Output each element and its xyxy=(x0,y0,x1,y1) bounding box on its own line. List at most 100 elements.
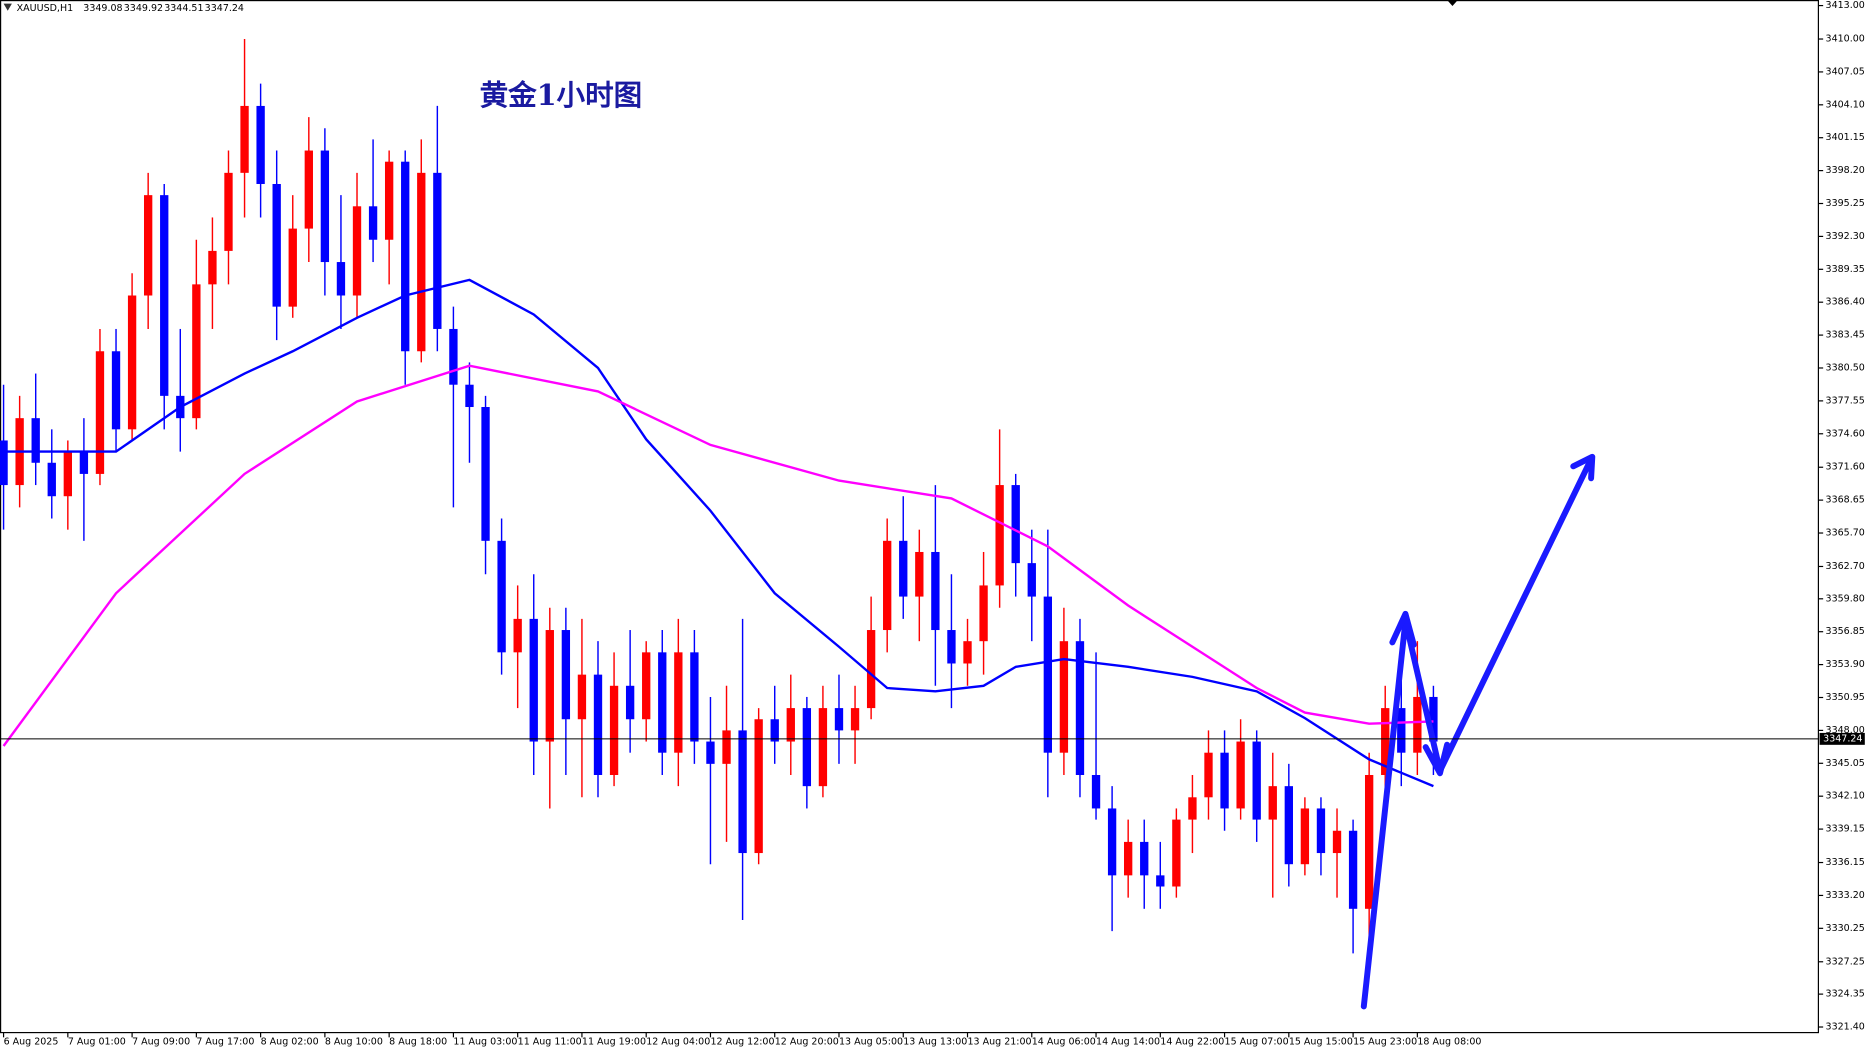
candle-body xyxy=(1429,696,1438,742)
candle-body xyxy=(417,172,426,352)
x-tick-label: 13 Aug 05:00 xyxy=(839,1037,903,1048)
chart-title: 黄金1小时图 xyxy=(480,78,643,112)
y-tick-label: 3380.50 xyxy=(1826,362,1865,373)
candle-body xyxy=(1284,786,1293,865)
candle-body xyxy=(1140,841,1149,876)
x-tick-label: 15 Aug 23:00 xyxy=(1353,1037,1417,1048)
candle-body xyxy=(368,206,378,240)
x-tick-label: 15 Aug 07:00 xyxy=(1225,1037,1289,1048)
y-tick-label: 3321.40 xyxy=(1826,1022,1865,1033)
x-tick-label: 12 Aug 20:00 xyxy=(775,1037,839,1048)
symbol: XAUUSD,H1 xyxy=(17,3,73,14)
candle-body xyxy=(947,630,956,664)
candle-body xyxy=(481,407,490,541)
y-tick-label: 3353.90 xyxy=(1826,659,1865,670)
candle-body xyxy=(1300,808,1310,865)
shift-marker xyxy=(1447,0,1458,6)
candle-body xyxy=(127,295,137,430)
candle-body xyxy=(545,630,554,742)
x-tick-label: 12 Aug 04:00 xyxy=(646,1037,710,1048)
candle-body xyxy=(1332,830,1342,854)
candle-body xyxy=(0,440,8,486)
candle-body xyxy=(1236,741,1245,809)
candle-body xyxy=(1107,808,1117,876)
y-tick-label: 3383.45 xyxy=(1826,330,1865,341)
candle-body xyxy=(1059,641,1069,753)
candle-body xyxy=(577,674,587,720)
symbol-icon xyxy=(3,3,12,11)
candle-body xyxy=(192,284,201,419)
candle-body xyxy=(561,630,571,720)
candle-body xyxy=(1124,841,1133,876)
candle-body xyxy=(866,630,876,709)
candle-body xyxy=(31,418,40,463)
candle-body xyxy=(883,540,892,631)
candle-body xyxy=(931,551,940,631)
candle-body xyxy=(1043,596,1053,753)
candle-body xyxy=(1011,485,1020,564)
y-tick-label: 3327.25 xyxy=(1826,956,1865,967)
candle-body xyxy=(1316,808,1326,854)
candle-body xyxy=(738,730,747,854)
y-tick-label: 3392.30 xyxy=(1826,231,1865,242)
candle-body xyxy=(513,618,522,653)
x-tick-label: 14 Aug 06:00 xyxy=(1032,1037,1096,1048)
x-tick-label: 14 Aug 14:00 xyxy=(1096,1037,1160,1048)
x-tick-label: 12 Aug 12:00 xyxy=(710,1037,774,1048)
x-tick-label: 14 Aug 22:00 xyxy=(1160,1037,1224,1048)
y-tick-label: 3324.35 xyxy=(1826,989,1865,1000)
candle-body xyxy=(208,250,217,285)
x-tick-label: 8 Aug 02:00 xyxy=(261,1037,319,1048)
candle-body xyxy=(336,262,346,296)
y-tick-label: 3339.15 xyxy=(1826,824,1865,835)
y-tick-label: 3404.10 xyxy=(1826,99,1865,110)
y-tick-label: 3374.60 xyxy=(1826,428,1865,439)
candle-body xyxy=(433,172,442,329)
y-tick-label: 3356.85 xyxy=(1826,626,1865,637)
candle-body xyxy=(224,172,233,251)
candle-body xyxy=(754,719,763,854)
y-tick-label: 3386.40 xyxy=(1826,297,1865,308)
plot-marks xyxy=(0,39,1438,965)
y-tick-label: 3345.05 xyxy=(1826,758,1865,769)
y-tick-label: 3359.80 xyxy=(1826,593,1865,604)
candle-body xyxy=(63,451,72,497)
candle-body xyxy=(143,195,153,296)
candle-body xyxy=(1220,752,1229,809)
candle-body xyxy=(497,540,506,653)
candle-body xyxy=(802,708,812,787)
candle-body xyxy=(465,384,474,408)
candle-body xyxy=(1091,774,1101,809)
y-tick-label: 3395.25 xyxy=(1826,198,1865,209)
y-tick-label: 3398.20 xyxy=(1826,165,1865,176)
candle-body xyxy=(1172,819,1181,887)
candle-body xyxy=(384,161,394,240)
arrowhead xyxy=(1389,610,1417,648)
candle-body xyxy=(160,195,169,396)
x-tick-label: 6 Aug 2025 xyxy=(4,1037,59,1048)
candle-body xyxy=(915,551,924,597)
candle-body xyxy=(1156,875,1165,887)
y-tick-label: 3371.60 xyxy=(1826,462,1865,473)
x-tick-label: 11 Aug 03:00 xyxy=(453,1037,517,1048)
candle-body xyxy=(256,105,265,184)
y-tick-label: 3365.70 xyxy=(1826,528,1865,539)
y-tick-label: 3410.00 xyxy=(1826,34,1865,45)
candle-body xyxy=(320,150,330,263)
candle-body xyxy=(674,652,683,753)
forecast-arrow xyxy=(1360,453,1596,1010)
candle-body xyxy=(1397,708,1406,753)
moving-average xyxy=(3,278,1434,788)
candle-body xyxy=(111,351,121,430)
y-tick-label: 3389.35 xyxy=(1826,264,1865,275)
candle-body xyxy=(609,685,619,775)
candle-body xyxy=(850,708,860,731)
current-price-label: 3347.24 xyxy=(1823,733,1862,744)
candle-body xyxy=(642,652,651,720)
y-tick-label: 3401.15 xyxy=(1826,132,1865,143)
candle-body xyxy=(818,708,828,787)
candle-body xyxy=(529,618,538,742)
candle-body xyxy=(834,708,844,731)
candle-body xyxy=(979,585,988,642)
